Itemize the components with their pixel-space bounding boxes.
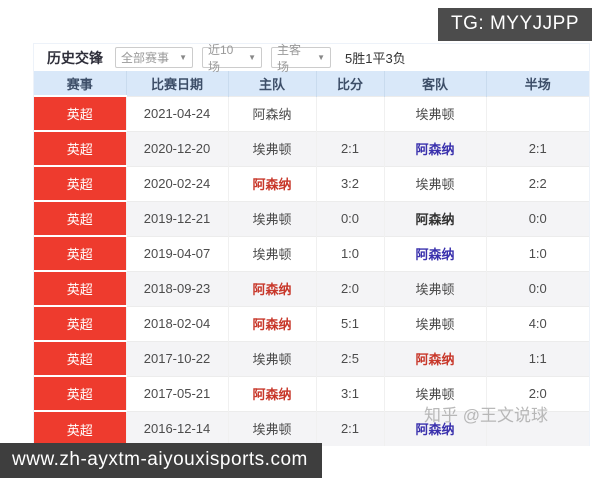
full-score: 0:0 xyxy=(315,200,384,236)
match-date: 2018-09-23 xyxy=(125,270,228,306)
half-score: 2:0 xyxy=(485,375,589,411)
full-score: 2:5 xyxy=(315,340,384,376)
header-half: 半场 xyxy=(485,71,589,96)
away-team: 阿森纳 xyxy=(383,340,486,376)
header-away: 客队 xyxy=(383,71,486,96)
match-count-dropdown-value: 近10场 xyxy=(208,42,234,74)
chevron-down-icon: ▼ xyxy=(317,53,325,62)
home-away-dropdown-value: 主客场 xyxy=(277,42,302,74)
site-url-badge: www.zh-ayxtm-aiyouxisports.com xyxy=(0,443,322,478)
home-team: 阿森纳 xyxy=(227,95,316,131)
competition-dropdown-value: 全部赛事 xyxy=(121,51,170,65)
league-badge: 英超 xyxy=(34,375,126,411)
home-team: 埃弗顿 xyxy=(227,340,316,376)
league-badge: 英超 xyxy=(34,410,126,446)
home-team: 埃弗顿 xyxy=(227,410,316,446)
full-score: 3:2 xyxy=(315,165,384,201)
chevron-down-icon: ▼ xyxy=(179,53,187,62)
match-date: 2020-02-24 xyxy=(125,165,228,201)
full-score: 2:1 xyxy=(315,410,384,446)
away-team: 阿森纳 xyxy=(383,410,486,446)
table-row: 英超 2021-04-24 阿森纳 埃弗顿 xyxy=(34,95,589,131)
home-team: 埃弗顿 xyxy=(227,235,316,271)
full-score xyxy=(315,95,384,131)
match-table-body: 英超 2021-04-24 阿森纳 埃弗顿 英超 2020-12-20 埃弗顿 2:1 阿森纳 2… xyxy=(34,95,589,446)
home-team: 阿森纳 xyxy=(227,375,316,411)
match-date: 2018-02-04 xyxy=(125,305,228,341)
half-score: 2:1 xyxy=(485,130,589,166)
away-team: 埃弗顿 xyxy=(383,95,486,131)
full-score: 5:1 xyxy=(315,305,384,341)
half-score: 1:1 xyxy=(485,340,589,376)
league-badge: 英超 xyxy=(34,235,126,271)
away-team: 阿森纳 xyxy=(383,200,486,236)
league-badge: 英超 xyxy=(34,165,126,201)
league-badge: 英超 xyxy=(34,130,126,166)
match-history-table: 赛事 比赛日期 主队 比分 客队 半场 英超 2021-04-24 阿森纳 埃弗顿 英超… xyxy=(34,71,589,446)
table-row: 英超 2020-02-24 阿森纳 3:2 埃弗顿 2:2 xyxy=(34,165,589,201)
away-team: 埃弗顿 xyxy=(383,305,486,341)
league-badge: 英超 xyxy=(34,200,126,236)
table-row: 英超 2017-10-22 埃弗顿 2:5 阿森纳 1:1 xyxy=(34,340,589,376)
match-count-dropdown[interactable]: 近10场 ▼ xyxy=(202,43,262,74)
away-team: 阿森纳 xyxy=(383,235,486,271)
half-score: 0:0 xyxy=(485,270,589,306)
header-date: 比赛日期 xyxy=(125,71,228,96)
league-badge: 英超 xyxy=(34,340,126,376)
full-score: 2:0 xyxy=(315,270,384,306)
match-date: 2016-12-14 xyxy=(125,410,228,446)
head-to-head-panel: 历史交锋 全部赛事 ▼ 近10场 ▼ 主客场 ▼ 5胜1平3负 赛事 比赛日期 … xyxy=(33,43,590,446)
tg-contact-badge: TG: MYYJJPP xyxy=(438,8,592,41)
table-row: 英超 2020-12-20 埃弗顿 2:1 阿森纳 2:1 xyxy=(34,130,589,166)
home-team: 阿森纳 xyxy=(227,165,316,201)
header-league: 赛事 xyxy=(34,71,126,96)
full-score: 2:1 xyxy=(315,130,384,166)
panel-title: 历史交锋 xyxy=(47,49,103,66)
match-date: 2019-12-21 xyxy=(125,200,228,236)
filter-bar: 历史交锋 全部赛事 ▼ 近10场 ▼ 主客场 ▼ 5胜1平3负 xyxy=(34,43,589,74)
half-score: 4:0 xyxy=(485,305,589,341)
away-team: 埃弗顿 xyxy=(383,165,486,201)
competition-dropdown[interactable]: 全部赛事 ▼ xyxy=(115,47,193,68)
league-badge: 英超 xyxy=(34,95,126,131)
table-row: 英超 2019-12-21 埃弗顿 0:0 阿森纳 0:0 xyxy=(34,200,589,236)
full-score: 1:0 xyxy=(315,235,384,271)
full-score: 3:1 xyxy=(315,375,384,411)
match-date: 2017-05-21 xyxy=(125,375,228,411)
record-summary: 5胜1平3负 xyxy=(345,51,406,66)
home-team: 埃弗顿 xyxy=(227,130,316,166)
away-team: 阿森纳 xyxy=(383,130,486,166)
table-row: 英超 2018-09-23 阿森纳 2:0 埃弗顿 0:0 xyxy=(34,270,589,306)
half-score: 2:2 xyxy=(485,165,589,201)
match-date: 2017-10-22 xyxy=(125,340,228,376)
away-team: 埃弗顿 xyxy=(383,270,486,306)
home-team: 阿森纳 xyxy=(227,270,316,306)
match-date: 2021-04-24 xyxy=(125,95,228,131)
table-header-row: 赛事 比赛日期 主队 比分 客队 半场 xyxy=(34,71,589,96)
table-row: 英超 2018-02-04 阿森纳 5:1 埃弗顿 4:0 xyxy=(34,305,589,341)
half-score xyxy=(485,95,589,131)
table-row: 英超 2017-05-21 阿森纳 3:1 埃弗顿 2:0 xyxy=(34,375,589,411)
league-badge: 英超 xyxy=(34,305,126,341)
match-date: 2019-04-07 xyxy=(125,235,228,271)
half-score xyxy=(485,410,589,446)
home-away-dropdown[interactable]: 主客场 ▼ xyxy=(271,43,331,74)
half-score: 1:0 xyxy=(485,235,589,271)
league-badge: 英超 xyxy=(34,270,126,306)
table-row: 英超 2019-04-07 埃弗顿 1:0 阿森纳 1:0 xyxy=(34,235,589,271)
chevron-down-icon: ▼ xyxy=(248,53,256,62)
half-score: 0:0 xyxy=(485,200,589,236)
away-team: 埃弗顿 xyxy=(383,375,486,411)
home-team: 埃弗顿 xyxy=(227,200,316,236)
header-score: 比分 xyxy=(315,71,384,96)
table-row: 英超 2016-12-14 埃弗顿 2:1 阿森纳 xyxy=(34,410,589,446)
header-home: 主队 xyxy=(227,71,316,96)
home-team: 阿森纳 xyxy=(227,305,316,341)
match-date: 2020-12-20 xyxy=(125,130,228,166)
